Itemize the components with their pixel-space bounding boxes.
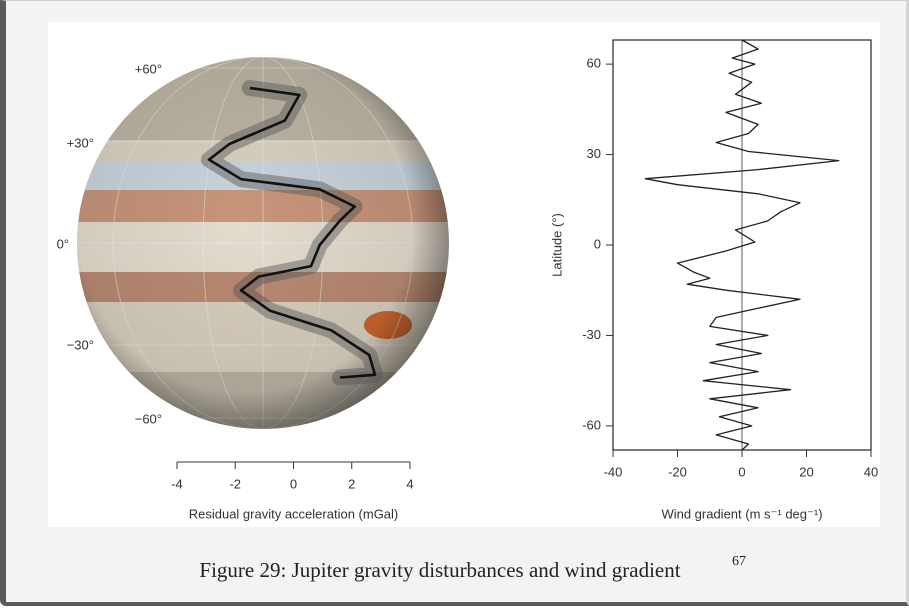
caption: Figure 29: Jupiter gravity disturbances …: [199, 558, 680, 582]
y-tick-label: -60: [582, 417, 601, 432]
x-tick-label: -4: [171, 476, 183, 491]
data-line: [644, 39, 840, 451]
y-tick-label: 0: [594, 236, 601, 251]
x-tick-label: 4: [406, 476, 413, 491]
x-tick-label: 20: [799, 464, 813, 479]
y-tick-label: 30: [587, 146, 601, 161]
latitude-label: 0°: [57, 236, 69, 251]
caption-ref: 67: [732, 554, 746, 569]
data-line: [207, 86, 377, 379]
x-tick-label: -40: [604, 464, 623, 479]
x-tick-label: 0: [290, 476, 297, 491]
x-tick-label: 2: [348, 476, 355, 491]
y-tick-label: -30: [582, 327, 601, 342]
latitude-label: −30°: [67, 337, 94, 352]
x-axis-label: Residual gravity acceleration (mGal): [189, 506, 399, 521]
latitude-label: +30°: [67, 135, 94, 150]
latitude-label: −60°: [135, 411, 162, 426]
x-tick-label: -20: [668, 464, 687, 479]
latitude-label: +60°: [135, 62, 162, 77]
x-tick-label: -2: [229, 476, 241, 491]
x-tick-label: 40: [864, 464, 878, 479]
x-axis-label: Wind gradient (m s⁻¹ deg⁻¹): [661, 506, 822, 521]
x-tick-label: 0: [738, 464, 745, 479]
y-axis-label: Latitude (°): [549, 213, 564, 277]
y-tick-label: 60: [587, 56, 601, 71]
